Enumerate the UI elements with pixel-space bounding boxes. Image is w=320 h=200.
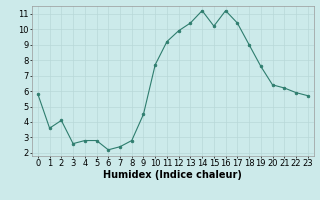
X-axis label: Humidex (Indice chaleur): Humidex (Indice chaleur) — [103, 170, 242, 180]
